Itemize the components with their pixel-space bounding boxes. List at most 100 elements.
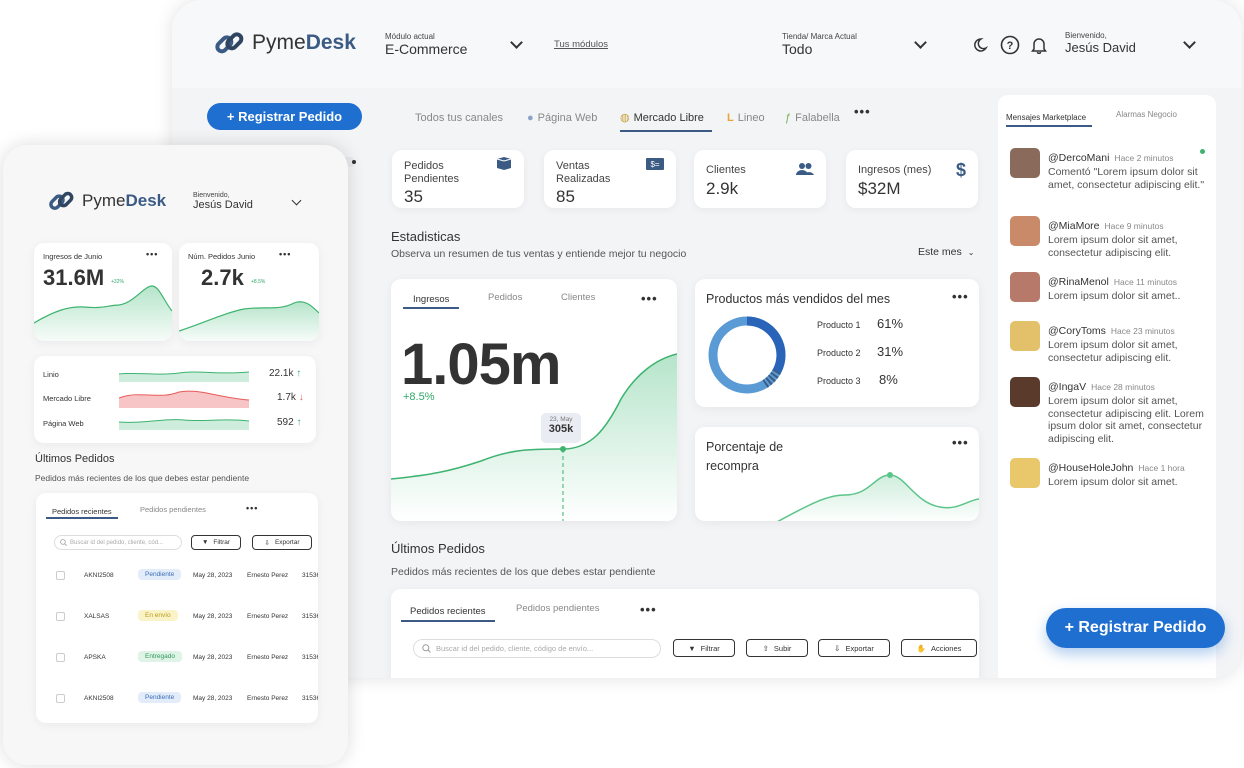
status-badge: Pendiente xyxy=(138,692,182,703)
row-checkbox[interactable] xyxy=(56,653,65,662)
repurchase-card: Porcentaje de recompra ••• xyxy=(695,427,979,521)
app-logo[interactable]: PymeDesk xyxy=(214,28,356,58)
stat-card-sales[interactable]: Ventas Realizadas 85 $= xyxy=(544,150,676,208)
more-tabs-icon[interactable]: ••• xyxy=(854,104,871,119)
top-products-title: Productos más vendidos del mes xyxy=(706,292,891,306)
stat-card-pending-orders[interactable]: Pedidos Pendientes 35 xyxy=(392,150,524,208)
store-label: Tienda/ Marca Actual xyxy=(782,32,857,41)
chevron-down-icon[interactable] xyxy=(291,195,302,206)
orders-search-input[interactable]: Buscar id del pedido, cliente, cód... xyxy=(54,535,182,550)
export-button[interactable]: ⇩ Exportar xyxy=(818,639,890,657)
orders-title: Últimos Pedidos xyxy=(391,541,485,556)
tab-pending-orders[interactable]: Pedidos pendientes xyxy=(140,505,206,514)
upload-button[interactable]: ⇧ Subir xyxy=(746,639,808,657)
chevron-down-icon[interactable] xyxy=(510,36,523,49)
top-products-options-icon[interactable]: ••• xyxy=(952,289,969,304)
tab-recent-orders[interactable]: Pedidos recientes xyxy=(401,603,495,622)
message-item[interactable]: @RinaMenol Hace 11 minutos Lorem ipsum do… xyxy=(1010,272,1205,303)
my-modules-link[interactable]: Tus módulos xyxy=(554,39,609,50)
tab-marketplace-messages[interactable]: Mensajes Marketplace xyxy=(1006,110,1093,127)
table-row[interactable]: AKNI2508 Pendiente May 28, 2023 Ernesto … xyxy=(56,569,318,583)
order-id: APSKA xyxy=(84,654,106,661)
chevron-down-icon[interactable] xyxy=(914,36,927,49)
tab-pending-orders[interactable]: Pedidos pendientes xyxy=(516,603,600,614)
help-icon[interactable]: ? xyxy=(1000,35,1020,55)
module-selector[interactable]: Módulo actual E-Commerce xyxy=(385,32,467,57)
floating-register-order-button[interactable]: + Registrar Pedido xyxy=(1046,608,1225,648)
export-button[interactable]: ⇩ Exportar xyxy=(252,535,312,550)
row-checkbox[interactable] xyxy=(56,571,65,580)
message-text: Lorem ipsum dolor sit amet. xyxy=(1048,476,1178,488)
app-logo[interactable]: PymeDesk xyxy=(48,188,166,214)
tab-mercado-libre[interactable]: ◍ Mercado Libre xyxy=(620,105,712,132)
table-row[interactable]: XALSAS En envío May 28, 2023 Ernesto Per… xyxy=(56,610,318,624)
channel-name: Linio xyxy=(43,370,59,379)
top-bar: PymeDesk Módulo actual E-Commerce Tus mó… xyxy=(172,0,1242,88)
avatar xyxy=(1010,148,1040,178)
statistics-subtitle: Observa un resumen de tus ventas y entie… xyxy=(391,248,687,260)
filter-icon: ▼ xyxy=(201,539,209,546)
tab-all-channels[interactable]: Todos tus canales xyxy=(415,111,504,124)
register-order-button[interactable]: + Registrar Pedido xyxy=(207,103,362,130)
orders-options-icon[interactable]: ••• xyxy=(279,249,292,259)
message-text: Lorem ipsum dolor sit amet.. xyxy=(1048,290,1181,302)
upload-icon: ⇧ xyxy=(762,643,769,653)
message-item[interactable]: @HouseHoleJohn Hace 1 hora Lorem ipsum do… xyxy=(1010,458,1205,489)
user-menu[interactable]: Bienvenido, Jesús David xyxy=(1065,31,1136,55)
message-text: Comentó "Lorem ipsum dolor sit amet, con… xyxy=(1048,166,1205,191)
sidebar-dot xyxy=(352,160,356,164)
stat-card-income[interactable]: Ingresos (mes) $32M $ xyxy=(846,150,978,208)
income-mini-area xyxy=(34,286,172,341)
filter-button[interactable]: ▼ Filtrar xyxy=(191,535,241,550)
income-card[interactable]: Ingresos de Junio ••• 31.6M +32% xyxy=(34,243,172,341)
orders-count-card[interactable]: Núm. Pedidos Junio ••• 2.7k +8.5% xyxy=(179,243,319,341)
message-item[interactable]: @DercoMani Hace 2 minutos Comentó "Lorem … xyxy=(1010,148,1205,191)
mobile-app-window: PymeDesk Bienvenido, Jesús David Ingreso… xyxy=(3,145,348,765)
table-row[interactable]: APSKA Entregado May 28, 2023 Ernesto Per… xyxy=(56,651,318,665)
bell-icon[interactable] xyxy=(1031,36,1047,54)
tab-recent-orders[interactable]: Pedidos recientes xyxy=(46,505,118,519)
order-date: May 28, 2023 xyxy=(193,654,233,661)
orders-options-icon[interactable]: ••• xyxy=(246,503,259,513)
income-area-chart xyxy=(391,353,677,521)
tab-orders[interactable]: Pedidos xyxy=(488,292,523,303)
store-selector[interactable]: Tienda/ Marca Actual Todo xyxy=(782,32,857,57)
filter-button[interactable]: ▼ Filtrar xyxy=(673,639,735,657)
order-client: Ernesto Perez xyxy=(247,654,289,661)
orders-table-card: Pedidos recientes Pedidos pendientes •••… xyxy=(36,493,318,723)
order-client: Ernesto Perez xyxy=(247,613,289,620)
tab-lineo[interactable]: L Lineo xyxy=(727,111,765,124)
orders-options-icon[interactable]: ••• xyxy=(640,602,657,617)
tab-falabella[interactable]: ƒ Falabella xyxy=(785,111,840,124)
orders-count-value: 2.7k xyxy=(201,265,244,290)
search-placeholder: Buscar id del pedido, cliente, código de… xyxy=(436,644,594,653)
avatar xyxy=(1010,321,1040,351)
channel-sparkline-linio xyxy=(119,371,249,382)
channels-card: Linio 22.1k ↑ Mercado Libre 1.7k ↓ Págin… xyxy=(34,356,316,443)
chevron-down-icon[interactable] xyxy=(1183,36,1196,49)
tab-clients[interactable]: Clientes xyxy=(561,292,596,303)
chart-options-icon[interactable]: ••• xyxy=(641,291,658,306)
row-checkbox[interactable] xyxy=(56,694,65,703)
table-row[interactable]: AKNI2508 Pendiente May 28, 2023 Ernesto … xyxy=(56,692,318,706)
period-selector[interactable]: Este mes ⌄ xyxy=(918,246,974,258)
tab-business-alarms[interactable]: Alarmas Negocio xyxy=(1116,110,1177,119)
orders-search-input[interactable]: Buscar id del pedido, cliente, código de… xyxy=(413,639,661,658)
repurchase-chart xyxy=(777,472,979,521)
message-item[interactable]: @IngaV Hace 28 minutos Lorem ipsum dolor … xyxy=(1010,377,1205,445)
actions-button[interactable]: ✋ Acciones xyxy=(901,639,977,657)
income-options-icon[interactable]: ••• xyxy=(146,249,159,259)
message-time: Hace 2 minutos xyxy=(1114,153,1174,163)
tab-income[interactable]: Ingresos xyxy=(403,292,460,309)
user-menu[interactable]: Bienvenido, Jesús David xyxy=(193,192,253,211)
message-item[interactable]: @MiaMore Hace 9 minutos Lorem ipsum dolor… xyxy=(1010,216,1205,259)
download-icon: ⇩ xyxy=(264,539,270,547)
orders-count-title: Núm. Pedidos Junio xyxy=(188,252,256,261)
repurchase-options-icon[interactable]: ••• xyxy=(952,435,969,450)
stat-card-clients[interactable]: Clientes 2.9k xyxy=(694,150,826,208)
moon-icon[interactable] xyxy=(972,37,988,53)
row-checkbox[interactable] xyxy=(56,612,65,621)
message-item[interactable]: @CoryToms Hace 23 minutos Lorem ipsum dol… xyxy=(1010,321,1205,364)
channel-name: Mercado Libre xyxy=(43,394,91,403)
tab-web-page[interactable]: ● Página Web xyxy=(527,111,598,124)
